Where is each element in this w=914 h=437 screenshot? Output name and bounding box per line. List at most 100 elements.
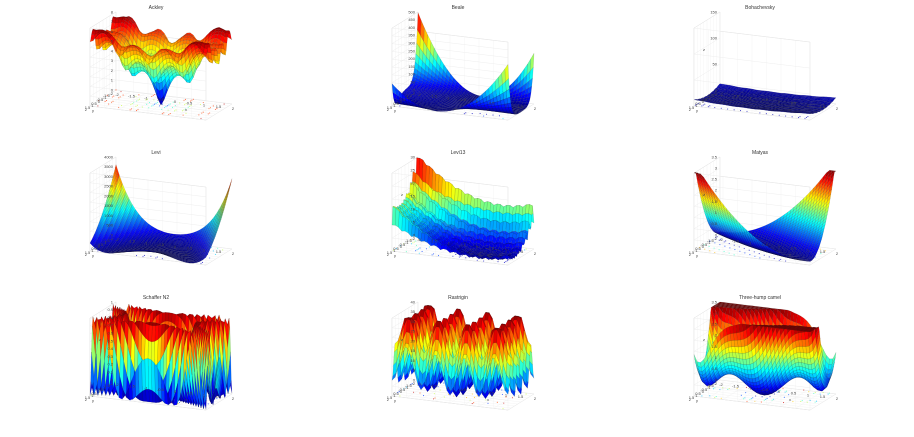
y-tick-label: -0.5 [700, 242, 708, 247]
y-tick-label: -1.5 [707, 383, 715, 388]
x-tick-label: -0.5 [459, 387, 467, 392]
surface-mesh [391, 305, 535, 399]
y-tick-label: 0.5 [695, 246, 701, 251]
x-axis-label: x [789, 252, 791, 257]
y-tick-label: 2 [85, 107, 88, 112]
z-tick-label: 20 [411, 180, 416, 185]
z-tick-label: 300 [408, 40, 415, 45]
y-tick-label: -1.5 [103, 383, 111, 388]
x-tick-label: 2 [836, 251, 839, 256]
x-tick-label: -1 [446, 240, 450, 245]
x-tick-label: -0.5 [459, 242, 467, 247]
x-tick-label: -0.5 [761, 242, 769, 247]
z-tick-label: 30 [411, 154, 416, 159]
y-tick-label: 0.5 [91, 101, 97, 106]
y-tick-label: 0.5 [393, 101, 399, 106]
z-tick-label: 2.5 [711, 177, 717, 182]
z-tick-label: 1 [715, 210, 718, 215]
surface-chart: 00.10.20.30.40.50.60.70.80.91-2 -1.5 -1 -0.… [85, 299, 235, 411]
y-tick-label: 1.5 [689, 395, 695, 400]
z-tick-label: 4000 [104, 154, 114, 159]
x-tick-label: 0 [174, 99, 177, 104]
panel-beale: 0 50 100 150 200 250 300 350 400 450 500 -2 -1.5 -1 -0… [308, 2, 608, 147]
z-tick-label: 0.4 [107, 346, 113, 351]
panel-title: Levi [151, 150, 161, 156]
y-tick-label: 1.5 [85, 250, 91, 255]
z-tick-label: 40 [411, 299, 416, 304]
panel-title: Levi13 [450, 150, 466, 156]
panel-title: Matyas [751, 150, 769, 156]
x-tick-label: 0 [778, 389, 781, 394]
surface-mesh [391, 157, 535, 261]
z-tick-label: 5 [111, 39, 114, 44]
x-tick-label: -1 [446, 385, 450, 390]
y-axis-label: y [696, 253, 698, 258]
z-tick-label: 35 [411, 309, 416, 314]
y-axis-label: y [696, 108, 698, 113]
y-axis-label: y [92, 253, 94, 258]
x-axis-label: x [789, 397, 791, 402]
z-tick-label: 500 [106, 223, 113, 228]
y-tick-label: -1 [103, 240, 107, 245]
y-tick-label: -1 [103, 385, 107, 390]
y-tick-label: -1 [707, 240, 711, 245]
z-tick-label: 2.5 [711, 322, 717, 327]
x-tick-label: 1 [505, 247, 508, 252]
y-tick-label: -0.5 [398, 242, 406, 247]
y-tick-label: 1.5 [689, 250, 695, 255]
y-tick-label: -1 [707, 95, 711, 100]
y-tick-label: -2 [109, 236, 113, 241]
z-tick-label: 100 [408, 72, 415, 77]
panel-title: Three-hump camel [739, 295, 781, 301]
z-tick-label: 1.5 [711, 199, 717, 204]
x-tick-label: -1 [748, 95, 752, 100]
x-tick-label: -1.5 [128, 239, 136, 244]
floor-contour [97, 89, 225, 119]
panel-rastrigin: 0 5 10 15 20 25 30 35 40 -2 -1.5 -1 -0.5 0 0.5 1 1.5 2 -2-… [308, 292, 608, 437]
x-tick-label: 1.5 [518, 249, 524, 254]
z-tick-label: 0.6 [107, 330, 113, 335]
y-tick-label: 0 [400, 244, 403, 249]
y-tick-label: 2 [387, 107, 390, 112]
z-tick-label: 10 [411, 206, 416, 211]
tick-labels: 00.511.522.533.5-2 -1.5 -1 -0.5 0 0.5 1 1.5 2-2-… [689, 299, 839, 403]
x-tick-label: -0.5 [459, 97, 467, 102]
z-tick-label: 0 [111, 377, 114, 382]
z-axis-label: z [99, 337, 101, 342]
z-tick-label: 450 [408, 17, 415, 22]
y-tick-label: 2 [387, 252, 390, 257]
y-tick-label: -1 [405, 95, 409, 100]
y-tick-label: 2 [689, 107, 692, 112]
z-axis-label: z [401, 337, 403, 342]
y-tick-label: 0.5 [695, 391, 701, 396]
y-tick-label: 1 [91, 393, 94, 398]
y-tick-label: -0.5 [96, 387, 104, 392]
x-tick-label: 0.5 [489, 101, 495, 106]
panel-title: Ackley [148, 5, 164, 11]
x-tick-label: -1.5 [430, 239, 438, 244]
y-tick-label: 0 [702, 389, 705, 394]
x-tick-label: 1 [203, 392, 206, 397]
z-tick-label: 2 [715, 188, 718, 193]
z-tick-label: 25 [411, 329, 416, 334]
x-tick-label: -1.5 [732, 384, 740, 389]
tick-labels: 00.10.20.30.40.50.60.70.80.91-2 -1.5 -1 -0.… [85, 299, 235, 403]
z-axis-label: z [703, 337, 705, 342]
x-tick-label: -0.5 [761, 97, 769, 102]
y-tick-label: 1 [695, 103, 698, 108]
x-tick-label: -1.5 [430, 94, 438, 99]
z-tick-label: 8 [111, 9, 114, 14]
x-tick-label: -2 [417, 237, 421, 242]
x-tick-label: 0.5 [791, 246, 797, 251]
y-tick-label: 1.5 [387, 395, 393, 400]
z-tick-label: 0.5 [711, 221, 717, 226]
x-axis-label: x [487, 107, 489, 112]
x-tick-label: 2 [232, 251, 235, 256]
tick-labels: 00.511.522.533.5-2 -1.5 -1 -0.5 0 0.5 1 1.5 2-2-… [689, 154, 839, 258]
y-tick-label: 1.5 [85, 105, 91, 110]
x-tick-label: -1.5 [732, 94, 740, 99]
